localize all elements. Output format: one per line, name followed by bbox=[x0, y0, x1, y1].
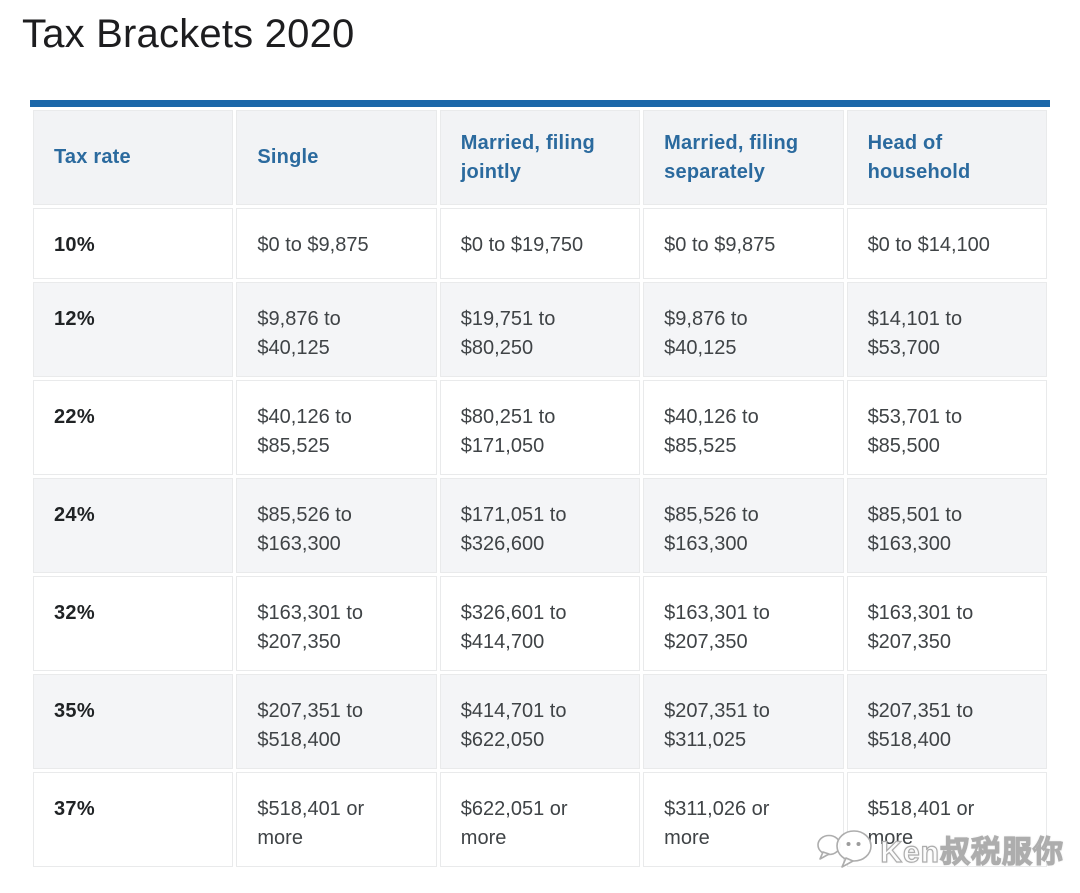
column-header-tax-rate: Tax rate bbox=[33, 110, 234, 205]
bracket-cell-single: $85,526 to $163,300 bbox=[236, 478, 437, 573]
column-header-head-of-household: Head of household bbox=[846, 110, 1047, 205]
page: { "page": { "title": "Tax Brackets 2020"… bbox=[0, 10, 1080, 893]
bracket-cell-married-jointly: $414,701 to $622,050 bbox=[439, 674, 641, 769]
bracket-cell-married-separately: $85,526 to $163,300 bbox=[643, 478, 844, 573]
tax-brackets-table: Tax rate Single Married, filing jointly … bbox=[30, 107, 1050, 870]
tax-rate-cell: 24% bbox=[33, 478, 234, 573]
bracket-cell-single: $207,351 to $518,400 bbox=[236, 674, 437, 769]
bracket-cell-head-of-household: $518,401 or more bbox=[846, 772, 1047, 867]
bracket-cell-head-of-household: $163,301 to $207,350 bbox=[846, 576, 1047, 671]
bracket-cell-head-of-household: $85,501 to $163,300 bbox=[846, 478, 1047, 573]
bracket-cell-head-of-household: $53,701 to $85,500 bbox=[846, 380, 1047, 475]
tax-brackets-table-container: Tax rate Single Married, filing jointly … bbox=[30, 100, 1050, 870]
tax-rate-cell: 35% bbox=[33, 674, 234, 769]
table-top-accent-bar bbox=[30, 100, 1050, 107]
table-row: 37% $518,401 or more $622,051 or more $3… bbox=[33, 772, 1047, 867]
bracket-cell-married-separately: $207,351 to $311,025 bbox=[643, 674, 844, 769]
tax-rate-cell: 12% bbox=[33, 282, 234, 377]
column-header-single: Single bbox=[236, 110, 437, 205]
bracket-cell-married-jointly: $622,051 or more bbox=[439, 772, 641, 867]
table-row: 35% $207,351 to $518,400 $414,701 to $62… bbox=[33, 674, 1047, 769]
table-row: 10% $0 to $9,875 $0 to $19,750 $0 to $9,… bbox=[33, 208, 1047, 279]
page-title: Tax Brackets 2020 bbox=[22, 12, 355, 56]
tax-rate-cell: 32% bbox=[33, 576, 234, 671]
bracket-cell-married-jointly: $19,751 to $80,250 bbox=[439, 282, 641, 377]
tax-rate-cell: 22% bbox=[33, 380, 234, 475]
column-header-married-jointly: Married, filing jointly bbox=[439, 110, 641, 205]
table-header: Tax rate Single Married, filing jointly … bbox=[33, 110, 1047, 205]
bracket-cell-single: $40,126 to $85,525 bbox=[236, 380, 437, 475]
bracket-cell-single: $9,876 to $40,125 bbox=[236, 282, 437, 377]
bracket-cell-married-separately: $311,026 or more bbox=[643, 772, 844, 867]
bracket-cell-married-separately: $0 to $9,875 bbox=[643, 208, 844, 279]
bracket-cell-head-of-household: $14,101 to $53,700 bbox=[846, 282, 1047, 377]
bracket-cell-single: $0 to $9,875 bbox=[236, 208, 437, 279]
bracket-cell-married-jointly: $0 to $19,750 bbox=[439, 208, 641, 279]
bracket-cell-head-of-household: $0 to $14,100 bbox=[846, 208, 1047, 279]
bracket-cell-married-separately: $40,126 to $85,525 bbox=[643, 380, 844, 475]
bracket-cell-married-jointly: $171,051 to $326,600 bbox=[439, 478, 641, 573]
tax-rate-cell: 10% bbox=[33, 208, 234, 279]
header-row: Tax rate Single Married, filing jointly … bbox=[33, 110, 1047, 205]
bracket-cell-married-separately: $163,301 to $207,350 bbox=[643, 576, 844, 671]
bracket-cell-married-jointly: $326,601 to $414,700 bbox=[439, 576, 641, 671]
column-header-married-separately: Married, filing separately bbox=[643, 110, 844, 205]
bracket-cell-single: $163,301 to $207,350 bbox=[236, 576, 437, 671]
bracket-cell-single: $518,401 or more bbox=[236, 772, 437, 867]
table-row: 32% $163,301 to $207,350 $326,601 to $41… bbox=[33, 576, 1047, 671]
table-row: 24% $85,526 to $163,300 $171,051 to $326… bbox=[33, 478, 1047, 573]
table-row: 12% $9,876 to $40,125 $19,751 to $80,250… bbox=[33, 282, 1047, 377]
bracket-cell-married-separately: $9,876 to $40,125 bbox=[643, 282, 844, 377]
bracket-cell-married-jointly: $80,251 to $171,050 bbox=[439, 380, 641, 475]
table-body: 10% $0 to $9,875 $0 to $19,750 $0 to $9,… bbox=[33, 208, 1047, 867]
table-row: 22% $40,126 to $85,525 $80,251 to $171,0… bbox=[33, 380, 1047, 475]
bracket-cell-head-of-household: $207,351 to $518,400 bbox=[846, 674, 1047, 769]
tax-rate-cell: 37% bbox=[33, 772, 234, 867]
